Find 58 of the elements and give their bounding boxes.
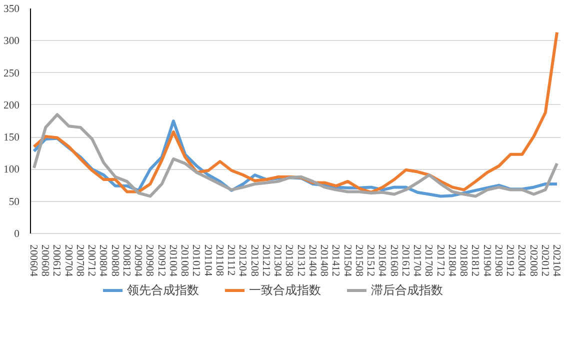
x-tick-label: 200904: [132, 244, 144, 278]
x-tick-label: 201908: [492, 244, 504, 276]
x-tick-label: 200608: [39, 244, 50, 276]
y-tick-label: 300: [4, 36, 20, 48]
y-tick-label: 100: [4, 164, 20, 176]
x-tick-label: 200712: [86, 244, 97, 276]
x-tick-label: 201408: [318, 244, 330, 276]
x-tick-label: 201904: [480, 244, 492, 278]
x-tick-label: 201308: [283, 244, 294, 276]
x-tick-label: 202012: [538, 244, 550, 276]
x-tick-label: 201404: [306, 244, 318, 278]
x-tick-label: 200612: [50, 244, 62, 276]
x-tick-label: 201604: [376, 244, 388, 278]
y-tick-label: 50: [8, 196, 20, 208]
x-tick-label: 201512: [364, 244, 376, 276]
x-tick-label: 201412: [330, 244, 341, 276]
legend-label: 滞后合成指数: [371, 282, 443, 298]
x-tick-label: 202004: [516, 244, 527, 278]
y-tick-label: 150: [4, 132, 20, 144]
x-tick-label: 201808: [458, 244, 469, 276]
x-tick-label: 200812: [120, 244, 132, 276]
x-tick-label: 201708: [422, 244, 434, 276]
x-tick-label: 200708: [74, 244, 85, 276]
x-tick-label: 201504: [341, 244, 352, 278]
x-tick-label: 201208: [248, 244, 260, 276]
x-tick-label: 200912: [155, 244, 166, 276]
x-tick-label: 202104: [550, 244, 562, 278]
x-tick-label: 200604: [27, 244, 38, 278]
x-tick-label: 201212: [260, 244, 271, 276]
x-tick-label: 200808: [108, 244, 120, 276]
x-tick-label: 201312: [294, 244, 306, 276]
x-tick-label: 201008: [178, 244, 190, 276]
x-tick-label: 200704: [62, 244, 74, 278]
x-tick-label: 200908: [144, 244, 155, 276]
x-tick-label: 201304: [272, 244, 283, 278]
y-tick-label: 250: [4, 68, 20, 80]
x-tick-label: 201112: [225, 244, 236, 276]
legend-label: 领先合成指数: [127, 282, 199, 298]
x-tick-label: 201012: [190, 244, 202, 276]
x-tick-label: 201608: [388, 244, 399, 276]
x-tick-label: 201104: [202, 244, 213, 277]
x-tick-label: 201812: [469, 244, 480, 276]
x-tick-label: 202008: [527, 244, 538, 276]
x-tick-label: 200804: [97, 244, 108, 278]
x-tick-label: 201912: [504, 244, 516, 276]
y-tick-label: 350: [4, 4, 20, 15]
line-series: [32, 30, 559, 194]
x-tick-label: 201804: [446, 244, 457, 278]
x-tick-label: 201204: [236, 244, 248, 278]
x-tick-label: 201612: [399, 244, 410, 276]
x-tick-label: 201004: [166, 244, 178, 278]
legend-label: 一致合成指数: [249, 282, 321, 298]
x-tick-label: 201712: [434, 244, 446, 276]
y-tick-label: 200: [4, 100, 20, 112]
x-tick-label: 201508: [352, 244, 364, 276]
x-tick-label: 201704: [411, 244, 422, 278]
y-tick-label: 0: [14, 229, 20, 240]
x-tick-label: 201108: [213, 244, 224, 276]
